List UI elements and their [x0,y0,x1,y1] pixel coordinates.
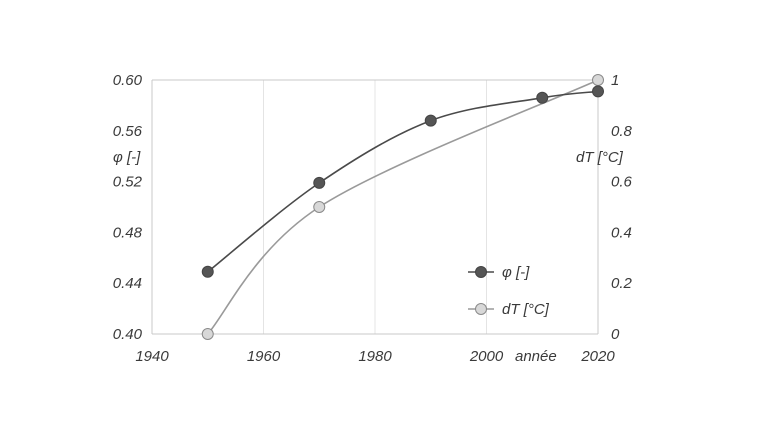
x-tick-label: 1980 [358,348,392,365]
data-point-phi [536,91,549,104]
legend-marker-dt [475,303,487,315]
left-tick-label: 0.48 [113,224,143,241]
left-tick-label: 0.60 [113,72,143,89]
right-tick-label: 0.8 [611,123,633,140]
legend-marker-phi [475,266,487,278]
data-point-phi [313,176,326,189]
series-line-phi [207,90,599,273]
left-tick-label: 0.44 [113,275,142,292]
data-point-dt [201,328,214,340]
left-axis-title: φ [-] [113,149,141,166]
legend-label-phi: φ [-] [502,264,530,281]
right-tick-label: 0.2 [611,275,633,292]
series-group [201,74,604,340]
right-tick-labels: 0 0.2 0.4 0.6 0.8 1 [611,72,633,343]
left-tick-label: 0.52 [113,174,143,191]
axes [151,79,599,335]
data-point-dt [592,74,604,86]
x-axis-title: année [515,348,557,365]
right-tick-label: 0.6 [611,174,633,191]
x-tick-labels: 1940 1960 1980 2000 2020 [135,348,615,365]
left-tick-labels: 0.40 0.44 0.48 0.52 0.56 0.60 [113,72,143,343]
left-tick-label: 0.40 [113,326,143,343]
right-tick-label: 1 [611,72,619,89]
data-point-phi [201,265,214,278]
right-tick-label: 0 [611,326,620,343]
left-tick-label: 0.56 [113,123,143,140]
legend-label-dt: dT [°C] [502,301,550,318]
data-point-phi [424,114,437,127]
x-tick-label: 2020 [580,348,615,365]
right-tick-label: 0.4 [611,224,632,241]
data-point-dt [313,201,326,213]
series-line-dt [207,79,599,335]
x-tick-label: 2000 [469,348,504,365]
x-tick-label: 1940 [135,348,169,365]
x-tick-label: 1960 [247,348,281,365]
data-point-phi [592,85,604,98]
right-axis-title: dT [°C] [576,149,624,166]
legend: φ [-] dT [°C] [468,264,550,318]
